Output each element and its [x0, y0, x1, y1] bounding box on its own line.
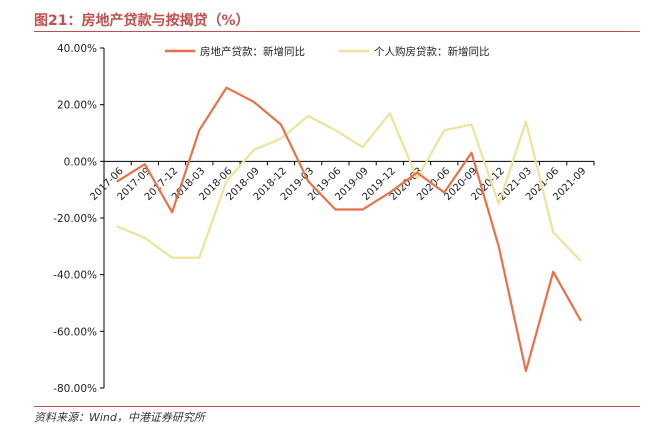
y-tick-label: 0.00%: [64, 156, 97, 168]
title-rule: [34, 31, 640, 32]
source-note: 资料来源：Wind，中港证券研究所: [34, 411, 205, 424]
y-axis: 40.00% 20.00% 0.00% -20.00% -40.00% -60.00% -8…: [53, 43, 105, 395]
legend-label-2: 个人购房贷款：新增同比: [374, 45, 490, 58]
source-rule: [34, 406, 640, 407]
legend-label-1: 房地产贷款：新增同比: [200, 45, 305, 58]
y-tick-label: -60.00%: [53, 326, 97, 338]
y-tick-label: -80.00%: [53, 383, 97, 395]
chart-title: 图21：房地产贷款与按揭贷（%）: [34, 13, 250, 29]
series-group: [116, 86, 582, 373]
y-tick-label: -20.00%: [53, 213, 97, 225]
y-tick-label: 40.00%: [57, 43, 97, 55]
legend: 房地产贷款：新增同比 个人购房贷款：新增同比: [165, 45, 490, 58]
series-line-1: [116, 86, 582, 373]
y-tick-label: -40.00%: [53, 270, 97, 282]
y-tick-label: 20.00%: [57, 100, 97, 112]
series-line-2: [116, 112, 582, 262]
